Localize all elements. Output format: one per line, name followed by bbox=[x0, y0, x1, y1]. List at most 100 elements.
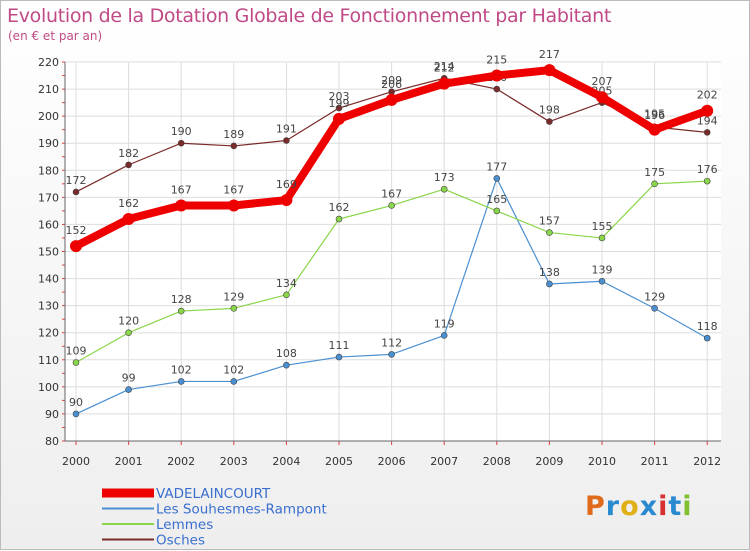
data-label-les-souhesmes-rampont: 102 bbox=[171, 363, 192, 376]
data-label-osches: 198 bbox=[539, 104, 560, 117]
x-tick-label: 2007 bbox=[430, 455, 458, 468]
logo-letter: o bbox=[620, 491, 640, 522]
data-label-osches: 194 bbox=[697, 114, 718, 127]
data-point-les-souhesmes-rampont bbox=[335, 353, 343, 361]
data-label-les-souhesmes-rampont: 139 bbox=[592, 263, 613, 276]
data-point-les-souhesmes-rampont bbox=[598, 277, 606, 285]
data-label-vadelaincourt: 167 bbox=[223, 183, 244, 196]
data-point-vadelaincourt bbox=[543, 64, 556, 77]
data-label-vadelaincourt: 212 bbox=[434, 62, 455, 75]
data-point-les-souhesmes-rampont bbox=[177, 378, 185, 385]
data-point-lemmes bbox=[598, 234, 606, 242]
data-point-osches bbox=[493, 85, 501, 93]
y-tick-label: 90 bbox=[45, 408, 59, 421]
data-label-lemmes: 109 bbox=[66, 344, 87, 357]
y-tick-label: 220 bbox=[38, 56, 59, 69]
data-point-vadelaincourt bbox=[122, 213, 135, 226]
data-point-osches bbox=[335, 104, 343, 112]
data-label-vadelaincourt: 195 bbox=[644, 108, 665, 121]
y-tick-label: 160 bbox=[38, 218, 59, 231]
data-point-vadelaincourt bbox=[227, 199, 240, 212]
data-label-les-souhesmes-rampont: 129 bbox=[644, 290, 665, 303]
data-label-osches: 189 bbox=[223, 128, 244, 141]
data-point-vadelaincourt bbox=[648, 123, 661, 136]
data-point-vadelaincourt bbox=[175, 199, 188, 212]
data-point-les-souhesmes-rampont bbox=[651, 305, 658, 312]
legend-label-les-souhesmes-rampont: Les Souhesmes-Rampont bbox=[156, 502, 327, 518]
data-label-lemmes: 155 bbox=[592, 220, 613, 233]
x-tick-label: 2004 bbox=[272, 455, 300, 468]
logo-letter: i bbox=[682, 491, 693, 522]
data-point-osches bbox=[177, 139, 185, 147]
x-tick-label: 2001 bbox=[115, 455, 143, 468]
data-point-vadelaincourt bbox=[333, 112, 345, 125]
data-point-osches bbox=[703, 129, 711, 136]
x-tick-label: 2008 bbox=[483, 455, 511, 468]
data-point-osches bbox=[72, 188, 80, 196]
data-label-osches: 190 bbox=[171, 125, 192, 138]
data-point-lemmes bbox=[546, 229, 553, 236]
data-point-les-souhesmes-rampont bbox=[493, 175, 501, 182]
data-label-lemmes: 176 bbox=[697, 163, 718, 176]
logo-letter: P bbox=[585, 491, 606, 522]
data-label-les-souhesmes-rampont: 102 bbox=[223, 363, 244, 376]
y-tick-label: 140 bbox=[38, 273, 59, 286]
data-point-osches bbox=[283, 137, 290, 144]
data-point-lemmes bbox=[388, 202, 395, 209]
data-point-lemmes bbox=[651, 180, 658, 188]
data-label-vadelaincourt: 167 bbox=[171, 183, 192, 196]
data-label-lemmes: 129 bbox=[223, 290, 244, 303]
data-point-vadelaincourt bbox=[438, 77, 451, 90]
data-label-lemmes: 134 bbox=[276, 277, 297, 290]
data-label-osches: 196 bbox=[644, 109, 665, 122]
x-tick-label: 2006 bbox=[378, 455, 406, 468]
y-tick-label: 190 bbox=[38, 137, 59, 150]
data-label-les-souhesmes-rampont: 138 bbox=[539, 266, 560, 279]
data-label-vadelaincourt: 215 bbox=[486, 54, 507, 67]
data-point-les-souhesmes-rampont bbox=[72, 410, 80, 418]
data-point-vadelaincourt bbox=[280, 194, 293, 207]
data-point-lemmes bbox=[703, 177, 711, 185]
y-tick-label: 150 bbox=[38, 246, 59, 259]
data-label-lemmes: 128 bbox=[171, 293, 192, 306]
data-point-lemmes bbox=[493, 207, 501, 215]
data-label-lemmes: 162 bbox=[329, 201, 350, 214]
data-label-lemmes: 173 bbox=[434, 171, 455, 184]
data-label-vadelaincourt: 169 bbox=[276, 178, 297, 191]
legend-label-osches: Osches bbox=[156, 533, 205, 549]
data-point-lemmes bbox=[230, 305, 238, 312]
data-point-lemmes bbox=[440, 185, 448, 193]
chart-title: Evolution de la Dotation Globale de Fonc… bbox=[7, 5, 612, 27]
data-point-les-souhesmes-rampont bbox=[440, 332, 448, 339]
data-label-vadelaincourt: 162 bbox=[118, 197, 139, 210]
data-label-lemmes: 175 bbox=[644, 166, 665, 179]
data-label-les-souhesmes-rampont: 99 bbox=[122, 372, 136, 385]
series-les-souhesmes-rampont: 90 99 102 102 108 111 112 119 177 138 139 129 118 bbox=[69, 160, 718, 418]
y-tick-label: 200 bbox=[38, 110, 59, 123]
data-label-osches: 203 bbox=[329, 90, 350, 103]
y-tick-label: 180 bbox=[38, 164, 59, 177]
data-label-osches: 191 bbox=[276, 123, 297, 136]
data-point-vadelaincourt bbox=[701, 104, 714, 117]
data-label-lemmes: 157 bbox=[539, 215, 560, 228]
x-tick-label: 2000 bbox=[62, 455, 90, 468]
y-tick-label: 210 bbox=[38, 83, 59, 96]
data-point-vadelaincourt bbox=[70, 240, 82, 253]
data-point-lemmes bbox=[125, 329, 132, 337]
x-tick-label: 2009 bbox=[535, 455, 563, 468]
legend-label-lemmes: Lemmes bbox=[156, 517, 213, 533]
x-tick-label: 2012 bbox=[693, 455, 721, 468]
data-label-osches: 214 bbox=[434, 60, 455, 73]
data-label-les-souhesmes-rampont: 111 bbox=[329, 339, 350, 352]
x-tick-label: 2003 bbox=[220, 455, 248, 468]
data-label-osches: 172 bbox=[66, 174, 87, 187]
logo-letter: r bbox=[605, 491, 621, 522]
proxiti-logo: Proxiti bbox=[585, 491, 693, 522]
data-point-osches bbox=[230, 142, 238, 150]
y-tick-label: 100 bbox=[38, 381, 59, 394]
series-vadelaincourt: 152 162 167 167 169 199 206 212 215 217 207 195 202 bbox=[66, 48, 718, 253]
y-tick-label: 80 bbox=[45, 435, 59, 448]
data-label-lemmes: 167 bbox=[381, 187, 402, 200]
